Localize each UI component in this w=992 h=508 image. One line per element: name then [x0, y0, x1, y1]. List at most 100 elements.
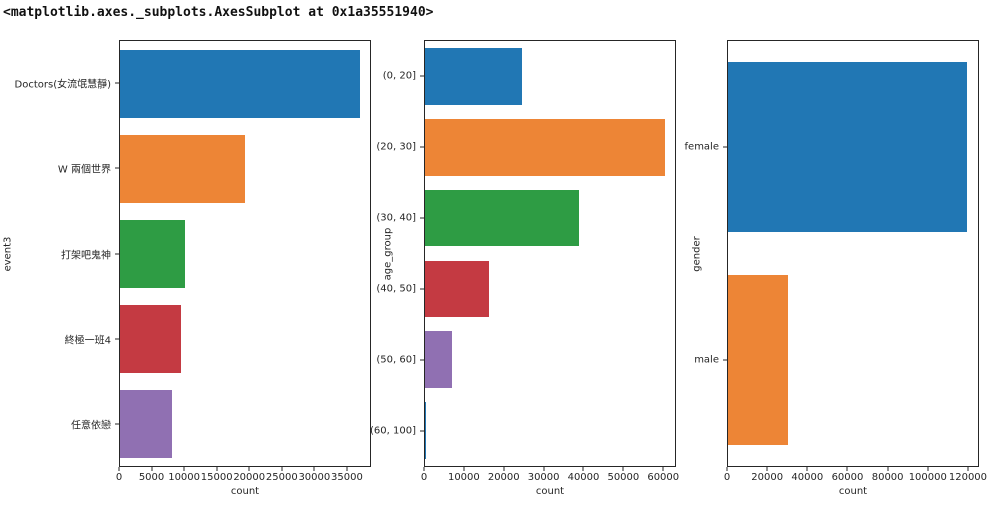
y-tick-label: 打架吧鬼神 [61, 250, 111, 261]
subplot-event3: event3 Doctors(女流氓慧靜) W 兩個世界 打架吧鬼神終極一班4 任意依… [3, 40, 371, 497]
x-tick-mark [622, 467, 624, 471]
y-tick-label: Doctors(女流氓慧靜) [14, 79, 111, 91]
x-tick-mark [281, 467, 283, 471]
bar-row [425, 324, 675, 395]
y-tick-mark [723, 146, 727, 148]
x-tick-mark [463, 467, 465, 471]
x-tick-mark [423, 467, 425, 471]
x-axis-ticks: 0 10000 20000 30000 40000 50000 60000 [420, 467, 680, 489]
x-tick-label: 10000 [168, 472, 201, 483]
bar-0-1 [120, 134, 246, 203]
bar-2-1 [728, 274, 788, 445]
y-tick-mark [115, 423, 119, 425]
y-axis-title: event3 [2, 236, 14, 271]
y-tick-mark [420, 75, 424, 77]
y-tick-mark [420, 217, 424, 219]
y-tick-label: (40, 50] [376, 283, 416, 295]
bar-row [425, 112, 675, 183]
bar-row [120, 296, 370, 381]
x-tick-mark [151, 467, 153, 471]
x-tick-label: 25000 [265, 472, 298, 483]
y-tick-mark [115, 82, 119, 84]
y-tick-mark [723, 359, 727, 361]
bar-1-5 [425, 402, 426, 459]
bar-1-3 [425, 260, 489, 318]
bar-row [120, 126, 370, 211]
bar-0-3 [120, 304, 181, 373]
y-tick-label: W 兩個世界 [57, 164, 111, 176]
x-tick-label: 120000 [948, 472, 988, 483]
x-tick-label: 60000 [831, 472, 864, 483]
y-tick-mark [420, 359, 424, 361]
plot-area [727, 40, 979, 467]
y-tick-label: (60, 100] [370, 425, 416, 437]
y-tick-mark [420, 146, 424, 148]
y-tick-label: (0, 20] [382, 70, 416, 82]
y-tick-label: female [684, 141, 719, 153]
x-tick-label: 15000 [200, 472, 233, 483]
bar-1-0 [425, 48, 522, 105]
plot-area [424, 40, 676, 467]
x-tick-mark [503, 467, 505, 471]
y-tick-mark [420, 430, 424, 432]
x-tick-mark [582, 467, 584, 471]
bar-row [425, 183, 675, 254]
x-tick-label: 50000 [607, 472, 640, 483]
bar-row [120, 381, 370, 466]
y-tick-mark [115, 253, 119, 254]
x-tick-label: 0 [420, 472, 428, 483]
x-tick-label: 20000 [233, 472, 266, 483]
bar-row [728, 254, 978, 467]
y-tick-label: 終極一班4 [64, 335, 111, 347]
bar-0-2 [120, 219, 185, 288]
x-tick-label: 5000 [138, 472, 165, 483]
subplot-age-group: age_group (0, 20] (20, 30] (30, 40] (40, 50… [370, 40, 679, 497]
x-axis-title: count [838, 486, 868, 497]
y-tick-label: (50, 60] [376, 354, 416, 366]
y-tick-mark [420, 288, 424, 290]
bar-0-4 [120, 389, 172, 458]
x-axis-ticks: 0 5000 10000 15000 20000 25000 30000 35000 [116, 467, 371, 489]
y-tick-label: 任意依戀 [71, 420, 111, 432]
x-tick-label: 60000 [647, 472, 680, 483]
x-tick-mark [887, 467, 889, 471]
bar-row [728, 41, 978, 254]
subplot-gender: gender female male 0 20000 40000 60000 80000 1… [685, 40, 987, 497]
bar-row [120, 211, 370, 296]
x-tick-label: 20000 [487, 472, 520, 483]
x-tick-label: 40000 [791, 472, 824, 483]
x-tick-label: 0 [723, 472, 731, 483]
y-tick-label: (20, 30] [376, 141, 416, 153]
x-tick-label: 30000 [527, 472, 560, 483]
x-tick-mark [216, 467, 218, 471]
x-tick-label: 100000 [908, 472, 947, 483]
bar-1-2 [425, 189, 579, 247]
x-tick-mark [967, 467, 969, 471]
x-tick-mark [248, 467, 250, 471]
axes-subplot-repr-text: <matplotlib.axes._subplots.AxesSubplot a… [3, 5, 434, 20]
bar-1-4 [425, 331, 453, 389]
x-tick-mark [346, 467, 348, 471]
x-axis-title: count [230, 486, 260, 497]
x-tick-mark [766, 467, 768, 471]
x-axis-title: count [535, 486, 565, 497]
plot-area [119, 40, 371, 467]
bar-2-0 [728, 62, 968, 233]
x-tick-label: 10000 [447, 472, 480, 483]
x-tick-label: 40000 [567, 472, 600, 483]
x-tick-mark [726, 467, 728, 471]
x-tick-mark [543, 467, 545, 471]
x-axis-ticks: 0 20000 40000 60000 80000 100000 120000 [723, 467, 987, 489]
y-axis-title: age_group [382, 227, 394, 280]
bar-row [120, 41, 370, 126]
bar-1-1 [425, 118, 665, 176]
x-tick-mark [313, 467, 315, 471]
x-tick-mark [118, 467, 120, 471]
x-tick-label: 80000 [871, 472, 904, 483]
bar-row [425, 253, 675, 324]
x-tick-mark [662, 467, 664, 471]
bar-row [425, 395, 675, 466]
y-tick-label: (30, 40] [376, 212, 416, 224]
x-tick-mark [806, 467, 808, 471]
